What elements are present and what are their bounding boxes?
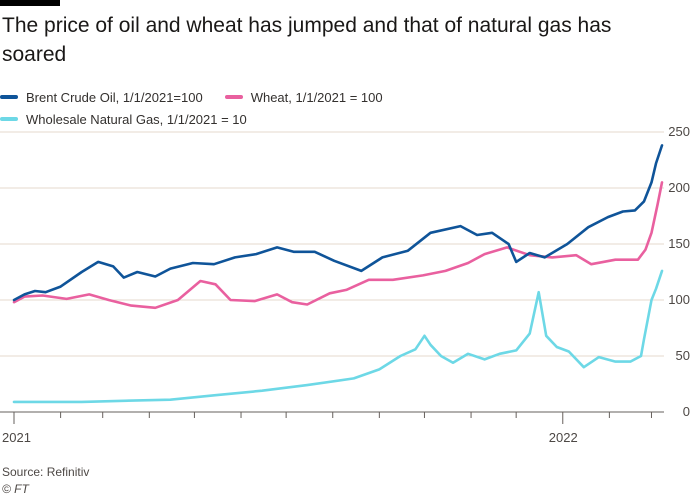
legend-row: Brent Crude Oil, 1/1/2021=100 Wheat, 1/1… xyxy=(0,86,405,108)
chart-title: The price of oil and wheat has jumped an… xyxy=(2,14,612,66)
y-tick-label: 50 xyxy=(676,348,690,363)
legend-swatch-wheat xyxy=(224,95,243,99)
y-tick-label: 0 xyxy=(683,404,690,419)
copyright-note: © FT xyxy=(2,482,29,496)
y-tick-label: 200 xyxy=(668,180,690,195)
series-line xyxy=(12,144,664,302)
y-tick-label: 150 xyxy=(668,236,690,251)
source-note: Source: Refinitiv xyxy=(2,465,90,479)
y-tick-label: 100 xyxy=(668,292,690,307)
legend-item-wheat: Wheat, 1/1/2021 = 100 xyxy=(224,89,383,105)
legend-swatch-natural-gas xyxy=(0,117,18,121)
legend-item-natural-gas: Wholesale Natural Gas, 1/1/2021 = 10 xyxy=(0,112,247,127)
legend-row: Wholesale Natural Gas, 1/1/2021 = 10 xyxy=(0,108,405,130)
y-tick-label: 250 xyxy=(668,124,690,139)
x-tick-label: 2022 xyxy=(549,430,578,445)
legend-label-natural-gas: Wholesale Natural Gas, 1/1/2021 = 10 xyxy=(26,111,247,127)
x-tick-label: 2021 xyxy=(2,430,31,445)
chart-legend: Brent Crude Oil, 1/1/2021=100 Wheat, 1/1… xyxy=(0,86,405,130)
legend-swatch-brent xyxy=(0,95,18,99)
series-line xyxy=(12,269,664,404)
brand-accent-bar xyxy=(0,0,60,6)
legend-label-wheat: Wheat, 1/1/2021 = 100 xyxy=(250,89,383,105)
legend-label-brent: Brent Crude Oil, 1/1/2021=100 xyxy=(26,89,203,105)
legend-item-brent: Brent Crude Oil, 1/1/2021=100 xyxy=(0,90,203,105)
line-chart: 0 50 100 150 200 250 2021 2022 xyxy=(0,124,690,445)
series-line xyxy=(12,181,664,310)
